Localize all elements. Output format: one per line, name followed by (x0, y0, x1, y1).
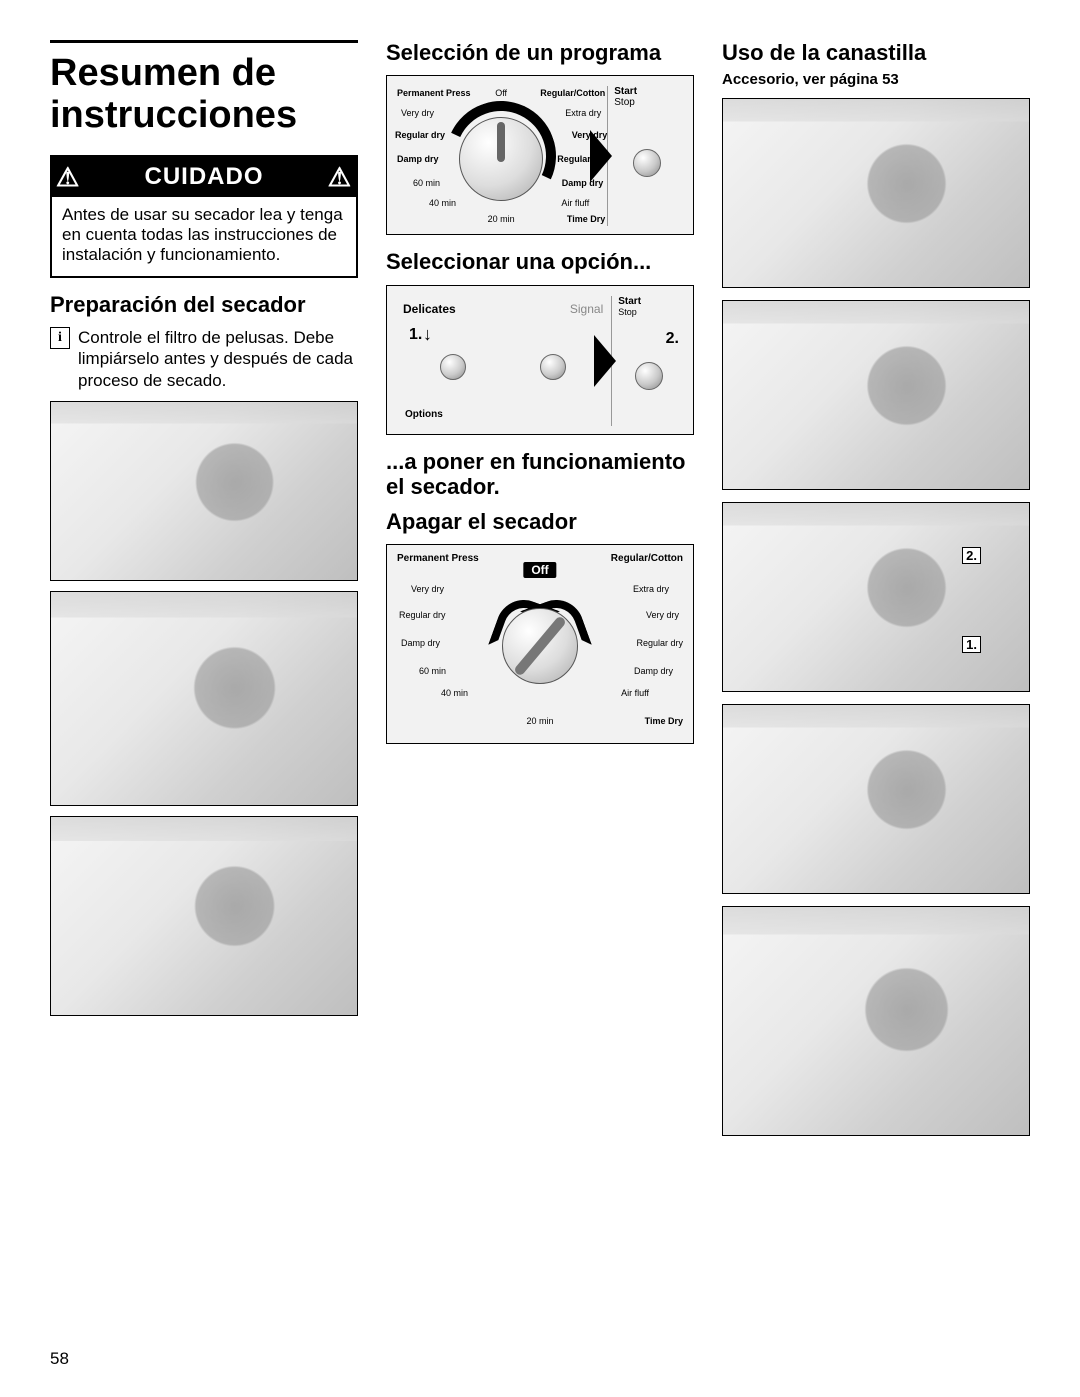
dial-label: Regular dry (395, 130, 445, 140)
dial-label: Regular/Cotton (540, 88, 605, 98)
step-number: 1. (409, 326, 422, 344)
off-label: Regular dry (636, 638, 683, 648)
dial-label: Very dry (401, 108, 434, 118)
prep-title: Preparación del secador (50, 292, 358, 317)
off-label: 40 min (441, 688, 468, 698)
stop-label: Stop (618, 307, 685, 317)
signal-label: Signal (570, 302, 603, 316)
start-label: Start (618, 296, 685, 307)
dial-label: Extra dry (565, 108, 601, 118)
off-label: Very dry (411, 584, 444, 594)
program-dial (459, 117, 543, 201)
caution-header: ⚠ CUIDADO ⚠ (52, 157, 356, 197)
caution-text: Antes de usar su secador lea y tenga en … (52, 197, 356, 276)
off-label: Very dry (646, 610, 679, 620)
off-badge: Off (523, 562, 556, 578)
caution-box: ⚠ CUIDADO ⚠ Antes de usar su secador lea… (50, 155, 358, 278)
dial-label: 60 min (413, 178, 440, 188)
caution-label: CUIDADO (145, 163, 264, 191)
options-label: Options (405, 409, 443, 420)
option-button-graphic (440, 354, 466, 380)
off-panel: Permanent Press Regular/Cotton Off Very … (386, 544, 694, 744)
illustration-basket-4 (722, 704, 1030, 894)
off-label: Permanent Press (397, 553, 479, 564)
arrow-right-icon (594, 335, 616, 387)
off-label: Regular/Cotton (611, 553, 683, 564)
start-area: Start Stop (607, 86, 685, 226)
start-button-graphic (633, 149, 661, 177)
select-option-title: Seleccionar una opción... (386, 249, 694, 274)
basket-note: Accesorio, ver página 53 (722, 71, 1030, 88)
off-label: Air fluff (621, 688, 649, 698)
column-3: Uso de la canastilla Accesorio, ver pági… (722, 40, 1030, 1136)
arrow-right-icon (590, 130, 612, 182)
options-start-area: Start Stop 2. (611, 296, 685, 426)
off-dial (502, 608, 578, 684)
start-label: Start (614, 86, 685, 97)
options-panel: Delicates Signal ↓ 1. Options Start Stop… (386, 285, 694, 435)
info-icon: i (50, 327, 70, 349)
step-number: 2. (666, 330, 679, 348)
dial-area: Permanent Press Off Regular/Cotton Very … (395, 86, 607, 226)
title-rule (50, 40, 358, 43)
start-dryer-title: ...a poner en funcionamiento el secador. (386, 449, 694, 500)
dial-label: 20 min (488, 214, 515, 224)
illustration-basket-5 (722, 906, 1030, 1136)
options-left: Delicates Signal ↓ 1. Options (395, 296, 611, 426)
dial-label: 40 min (429, 198, 456, 208)
info-row: i Controle el filtro de pelusas. Debe li… (50, 327, 358, 391)
page-number: 58 (50, 1349, 69, 1369)
turn-off-title: Apagar el secador (386, 509, 694, 534)
off-label: Damp dry (634, 666, 673, 676)
warning-icon: ⚠ (328, 164, 352, 190)
stop-label: Stop (614, 97, 685, 108)
illustration-basket-2 (722, 300, 1030, 490)
illustration-basket-3: 1. 2. (722, 502, 1030, 692)
warning-icon: ⚠ (56, 164, 80, 190)
main-title: Resumen de instrucciones (50, 53, 358, 137)
basket-title: Uso de la canastilla (722, 40, 1030, 65)
dial-label: Time Dry (567, 214, 605, 224)
off-label: Time Dry (645, 716, 683, 726)
illustration-basket-1 (722, 98, 1030, 288)
illustration-close-door (50, 816, 358, 1016)
dial-label: Damp dry (397, 154, 439, 164)
start-button-graphic (635, 362, 663, 390)
step-badge: 1. (962, 636, 981, 653)
dial-label: Off (495, 88, 507, 98)
illustration-load-laundry (50, 591, 358, 806)
program-dial-panel: Permanent Press Off Regular/Cotton Very … (386, 75, 694, 235)
delicates-label: Delicates (403, 302, 456, 316)
select-program-title: Selección de un programa (386, 40, 694, 65)
down-arrow-icon: ↓ (423, 324, 432, 345)
column-2: Selección de un programa Permanent Press… (386, 40, 694, 1136)
step-badge: 2. (962, 547, 981, 564)
off-label: Extra dry (633, 584, 669, 594)
dial-label: Air fluff (561, 198, 589, 208)
off-label: 60 min (419, 666, 446, 676)
illustration-open-door (50, 401, 358, 581)
off-label: Damp dry (401, 638, 440, 648)
off-label: Regular dry (399, 610, 446, 620)
info-text: Controle el filtro de pelusas. Debe limp… (78, 327, 358, 391)
dial-label: Permanent Press (397, 88, 471, 98)
column-1: Resumen de instrucciones ⚠ CUIDADO ⚠ Ant… (50, 40, 358, 1136)
off-label: 20 min (526, 716, 553, 726)
option-button-graphic (540, 354, 566, 380)
